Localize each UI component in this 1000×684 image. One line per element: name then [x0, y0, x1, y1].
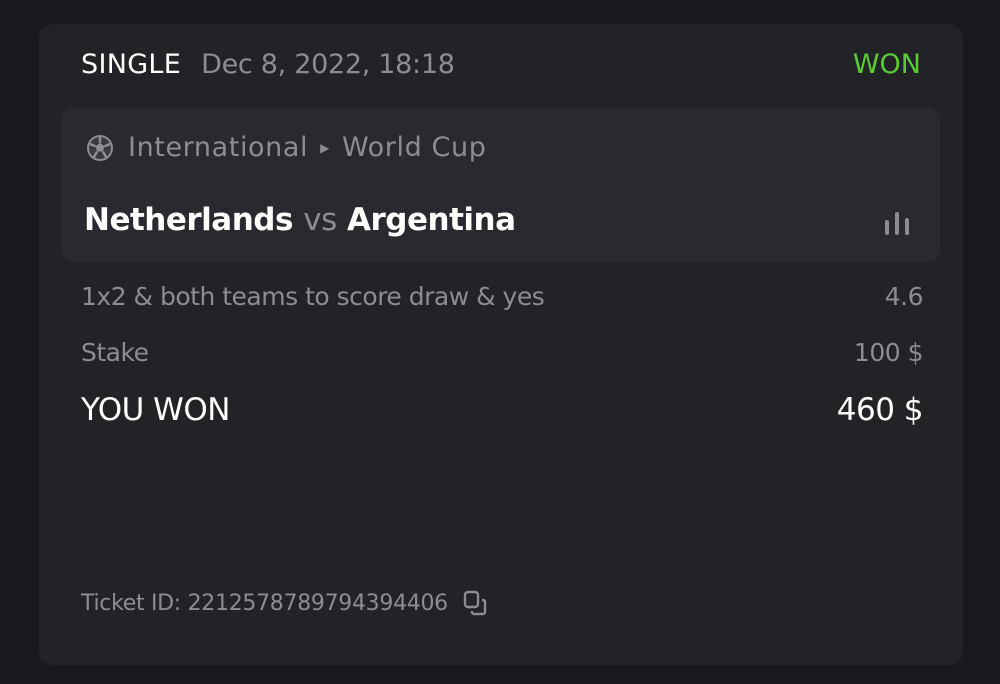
stake-row: Stake 100 $	[81, 338, 924, 367]
ticket-id-label: Ticket ID: 2212578789794394406	[81, 590, 448, 616]
bet-ticket-card: SINGLE Dec 8, 2022, 18:18 WON Internatio…	[39, 24, 963, 665]
vs-label: vs	[303, 202, 337, 238]
selection-row: 1x2 & both teams to score draw & yes 4.6	[81, 282, 924, 311]
stake-value: 100 $	[853, 338, 924, 367]
winnings-value: 460 $	[836, 392, 924, 428]
copy-icon[interactable]	[462, 589, 490, 617]
away-team: Argentina	[347, 202, 516, 238]
bet-header: SINGLE Dec 8, 2022, 18:18 WON	[81, 46, 921, 82]
soccer-ball-icon	[87, 134, 113, 161]
market-label: 1x2 & both teams to score draw & yes	[81, 282, 545, 311]
breadcrumb: International ▶ World Cup	[86, 132, 486, 163]
ticket-id: Ticket ID: 2212578789794394406	[81, 589, 490, 617]
odds-value: 4.6	[884, 282, 924, 311]
winnings-label: YOU WON	[81, 392, 230, 428]
match-title: Netherlands vs Argentina	[84, 202, 516, 238]
winnings-row: YOU WON 460 $	[81, 392, 924, 428]
status-badge: WON	[852, 48, 921, 80]
home-team: Netherlands	[84, 202, 293, 238]
league-label[interactable]: World Cup	[341, 132, 487, 163]
chevron-right-icon: ▶	[320, 140, 330, 155]
bet-date: Dec 8, 2022, 18:18	[201, 48, 455, 80]
event-panel[interactable]: International ▶ World Cup Netherlands vs…	[61, 108, 940, 262]
bar-chart-icon[interactable]	[882, 210, 912, 236]
category-label[interactable]: International	[128, 132, 309, 163]
stake-label: Stake	[81, 338, 149, 367]
bet-type: SINGLE	[81, 48, 182, 80]
